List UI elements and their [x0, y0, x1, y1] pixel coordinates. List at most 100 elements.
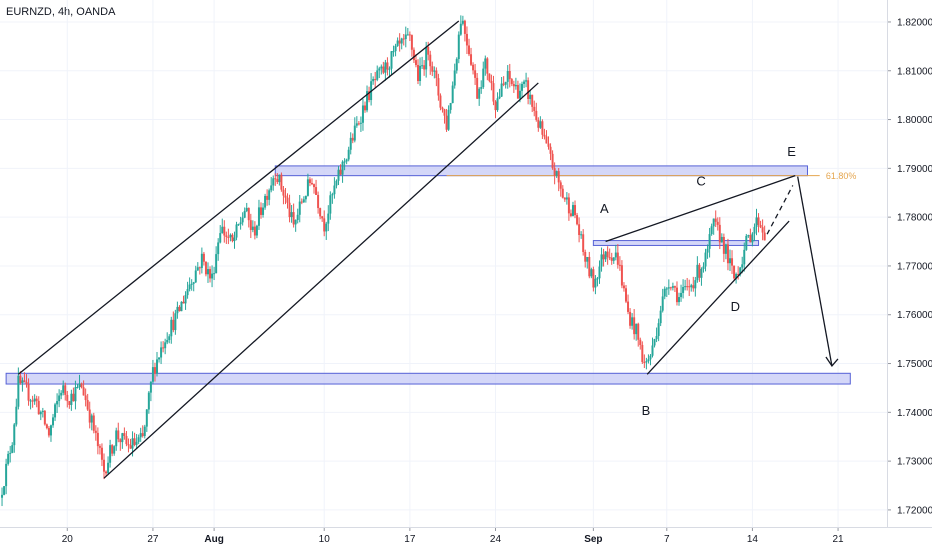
- candle-up: [192, 281, 195, 292]
- candle-down: [408, 31, 411, 42]
- candle-body: [98, 446, 101, 448]
- candle-body: [115, 430, 118, 447]
- candle-body: [706, 248, 709, 253]
- candle-down: [31, 395, 34, 408]
- candle-body: [125, 436, 128, 445]
- candle-body: [72, 393, 75, 402]
- candle-body: [502, 83, 505, 85]
- price-axis[interactable]: 1.72000 1.73000 1.74000 1.75000 1.76000 1.770…: [887, 0, 932, 527]
- candle-up: [453, 63, 456, 89]
- candle-body: [651, 345, 654, 356]
- candle-body: [21, 380, 24, 384]
- candle-up: [302, 196, 305, 203]
- candle-down: [722, 233, 725, 263]
- candle-up: [480, 80, 483, 94]
- candle-body: [94, 430, 97, 433]
- candle-down: [470, 47, 473, 67]
- wave-label-d: D: [731, 299, 740, 314]
- candle-body: [123, 433, 126, 437]
- candle-body: [445, 115, 448, 130]
- candle-body: [402, 38, 405, 40]
- candle-body: [233, 237, 236, 242]
- candle-down: [43, 410, 46, 426]
- candle-down: [494, 100, 497, 119]
- candle-up: [400, 37, 403, 50]
- candle-body: [622, 285, 625, 289]
- candle-up: [457, 31, 460, 64]
- candle-body: [410, 35, 413, 50]
- candle-down: [72, 387, 75, 402]
- candle-body: [266, 195, 269, 200]
- candle-down: [616, 244, 619, 269]
- candle-body: [317, 194, 320, 209]
- candle-up: [251, 220, 254, 233]
- time-axis[interactable]: 20 27 Aug 10 17 24 Sep 7 14 21: [0, 527, 932, 545]
- candle-down: [512, 80, 515, 93]
- candle-down: [105, 470, 108, 477]
- candle-down: [641, 341, 644, 364]
- candle-up: [720, 233, 723, 243]
- candle-up: [257, 199, 260, 230]
- candle-up: [728, 249, 731, 272]
- candle-body: [270, 185, 273, 191]
- candle-up: [221, 218, 224, 234]
- candle-down: [315, 179, 318, 195]
- candle-down: [178, 305, 181, 312]
- candle-body: [576, 215, 579, 225]
- candle-body: [763, 232, 766, 241]
- candle-up: [113, 445, 116, 456]
- candle-body: [504, 81, 507, 85]
- candle-down: [125, 430, 128, 447]
- candle-body: [235, 224, 238, 238]
- candle-up: [600, 247, 603, 272]
- candle-body: [588, 256, 591, 277]
- candle-down: [627, 294, 630, 315]
- candle-up: [206, 262, 209, 283]
- candle-up: [245, 202, 248, 213]
- candle-body: [25, 381, 28, 385]
- candle-up: [174, 309, 177, 335]
- candle-body: [156, 359, 159, 374]
- candle-down: [576, 212, 579, 226]
- candle-body: [217, 242, 220, 255]
- candle-body: [372, 78, 375, 82]
- candle-down: [323, 210, 326, 237]
- candle-body: [686, 286, 689, 288]
- candle-body: [547, 143, 550, 147]
- candle-down: [463, 19, 466, 42]
- candle-body: [600, 254, 603, 267]
- candle-down: [608, 248, 611, 261]
- candle-body: [404, 34, 407, 40]
- candle-down: [382, 61, 385, 75]
- candle-down: [276, 173, 279, 185]
- candle-body: [241, 217, 244, 223]
- candle-down: [439, 93, 442, 111]
- candle-body: [406, 34, 409, 36]
- candle-body: [494, 101, 497, 111]
- candle-up: [651, 337, 654, 358]
- candle-up: [665, 287, 668, 297]
- candle-body: [368, 91, 371, 101]
- candle-body: [453, 70, 456, 86]
- candle-body: [249, 220, 252, 230]
- candle-down: [618, 256, 621, 271]
- candle-body: [17, 375, 20, 407]
- candle-body: [563, 197, 566, 200]
- candle-up: [196, 262, 199, 271]
- candle-body: [510, 79, 513, 85]
- candle-body: [105, 471, 108, 474]
- candle-up: [160, 341, 163, 365]
- candle-body: [665, 288, 668, 290]
- candle-up: [370, 73, 373, 106]
- candle-down: [686, 277, 689, 291]
- candle-body: [545, 136, 548, 144]
- candle-body: [298, 201, 301, 215]
- zones-layer: 61.80%: [5, 165, 856, 385]
- candle-up: [156, 351, 159, 377]
- candle-down: [27, 378, 30, 406]
- candle-up: [447, 105, 450, 131]
- candle-down: [716, 217, 719, 231]
- x-tick-label: 20: [62, 534, 74, 545]
- candle-up: [333, 177, 336, 199]
